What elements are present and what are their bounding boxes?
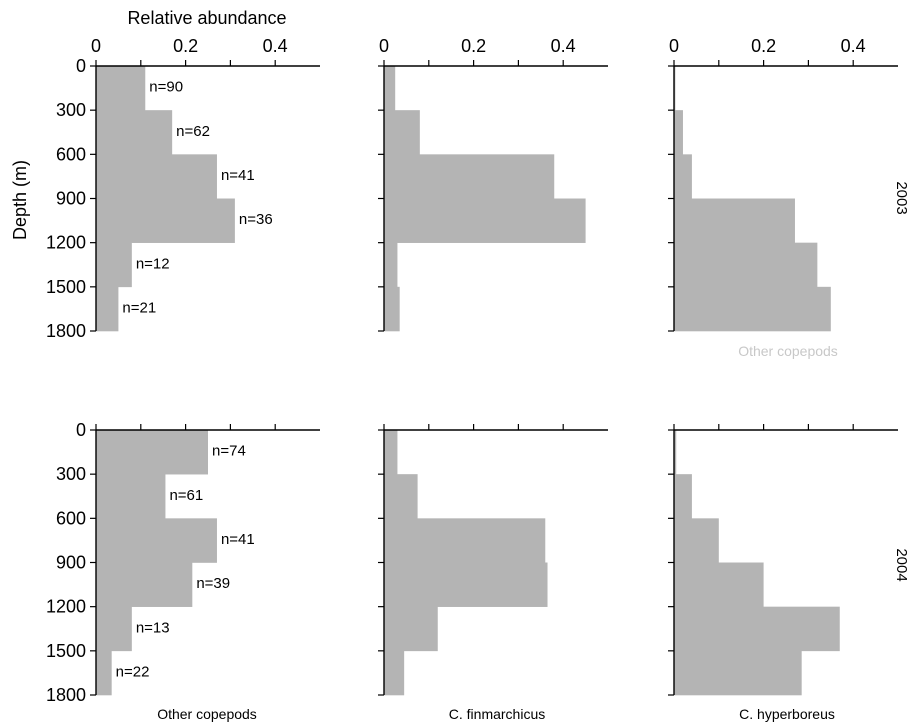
n-label: n=41	[221, 531, 255, 548]
bar-2003-2-0	[384, 66, 396, 111]
y-tick-label: 0	[76, 420, 86, 440]
bar-2003-2-900	[384, 198, 586, 243]
n-label: n=41	[221, 167, 255, 184]
y-tick-label: 1200	[46, 597, 86, 617]
x-tick-label: 0.4	[263, 36, 288, 56]
x-tick-label: 0.2	[173, 36, 198, 56]
bar-2004-2-0	[384, 430, 398, 475]
n-label: n=12	[136, 255, 170, 272]
bar-2004-3-900	[674, 562, 764, 607]
n-label: n=36	[239, 211, 273, 228]
bar-2004-3-0	[674, 430, 677, 475]
panel-2004-2	[378, 424, 608, 696]
bar-2003-2-600	[384, 154, 555, 199]
x-tick-label: 0.4	[841, 36, 866, 56]
bar-2003-3-1500	[674, 286, 831, 332]
y-tick-label: 1500	[46, 277, 86, 297]
y-tick-label: 1800	[46, 685, 86, 705]
bar-2004-1-300	[96, 474, 166, 519]
bar-2003-1-300	[96, 110, 173, 155]
bar-2004-1-600	[96, 518, 217, 563]
species-label: Other copepods	[157, 706, 257, 722]
n-label: n=13	[136, 619, 170, 636]
x-tick-label: 0.2	[751, 36, 776, 56]
panel-2003-2: 0 0.2 0.4	[378, 36, 608, 332]
y-tick-label: 300	[56, 464, 86, 484]
bar-2003-3-900	[674, 198, 795, 243]
bar-2003-2-1200	[384, 242, 398, 288]
bar-2004-2-300	[384, 474, 418, 519]
n-label: n=22	[116, 663, 150, 680]
n-label: n=74	[212, 443, 246, 460]
y-tick-label: 600	[56, 508, 86, 528]
n-label: n=61	[169, 487, 203, 504]
x-tick-label: 0	[91, 36, 101, 56]
ghost-species-label: Other copepods	[738, 343, 838, 359]
y-tick-label: 1500	[46, 641, 86, 661]
year-label-2004: 2004	[893, 548, 910, 581]
bar-2003-3-600	[674, 154, 692, 199]
n-label: n=21	[122, 299, 156, 316]
y-tick-label: 1200	[46, 233, 86, 253]
bar-2003-2-1500	[384, 286, 400, 332]
panel-2003-3: 0 0.2 0.4	[668, 36, 898, 332]
bar-2003-3-300	[674, 110, 683, 155]
bar-2003-1-1500	[96, 286, 119, 332]
bar-2004-2-900	[384, 562, 548, 607]
year-label-2003: 2003	[893, 181, 910, 214]
bar-2003-1-600	[96, 154, 217, 199]
n-label: n=90	[149, 79, 183, 96]
x-axis-title: Relative abundance	[127, 8, 286, 28]
bar-2004-3-1500	[674, 650, 802, 696]
x-tick-label: 0	[669, 36, 679, 56]
y-tick-label: 0	[76, 56, 86, 76]
bar-2004-2-1200	[384, 606, 438, 652]
bar-2004-3-600	[674, 518, 719, 563]
y-tick-label: 900	[56, 189, 86, 209]
bar-2004-1-900	[96, 562, 193, 607]
bar-2003-3-1200	[674, 242, 818, 288]
species-label: C. hyperboreus	[739, 706, 835, 722]
y-tick-label: 900	[56, 553, 86, 573]
panel-2004-1: 0 300 600 900 1200 1500 1800 n=74 n=61 n=41 n=39 n=…	[46, 420, 320, 705]
panel-2003-1: 0 0.2 0.4 0 300 600 900 1200 1500 1800 n=90 n=62 n=4…	[46, 36, 320, 341]
y-tick-label: 300	[56, 100, 86, 120]
y-axis-title: Depth (m)	[10, 160, 30, 240]
x-tick-label: 0	[379, 36, 389, 56]
bar-2003-1-0	[96, 66, 146, 111]
bar-2004-1-1200	[96, 606, 132, 652]
bar-2004-3-1200	[674, 606, 840, 652]
bar-2004-1-0	[96, 430, 208, 475]
bar-2004-2-600	[384, 518, 546, 563]
bar-2003-1-900	[96, 198, 235, 243]
bar-2003-1-1200	[96, 242, 132, 288]
x-tick-label: 0.2	[461, 36, 486, 56]
x-tick-label: 0.4	[551, 36, 576, 56]
bar-2004-3-300	[674, 474, 692, 519]
bar-2004-1-1500	[96, 650, 112, 696]
species-label: C. finmarchicus	[449, 706, 545, 722]
bar-2004-2-1500	[384, 650, 405, 696]
n-label: n=39	[196, 575, 230, 592]
panel-2004-3	[668, 424, 898, 696]
y-tick-label: 1800	[46, 321, 86, 341]
bar-2003-2-300	[384, 110, 420, 155]
n-label: n=62	[176, 123, 210, 140]
y-tick-label: 600	[56, 144, 86, 164]
